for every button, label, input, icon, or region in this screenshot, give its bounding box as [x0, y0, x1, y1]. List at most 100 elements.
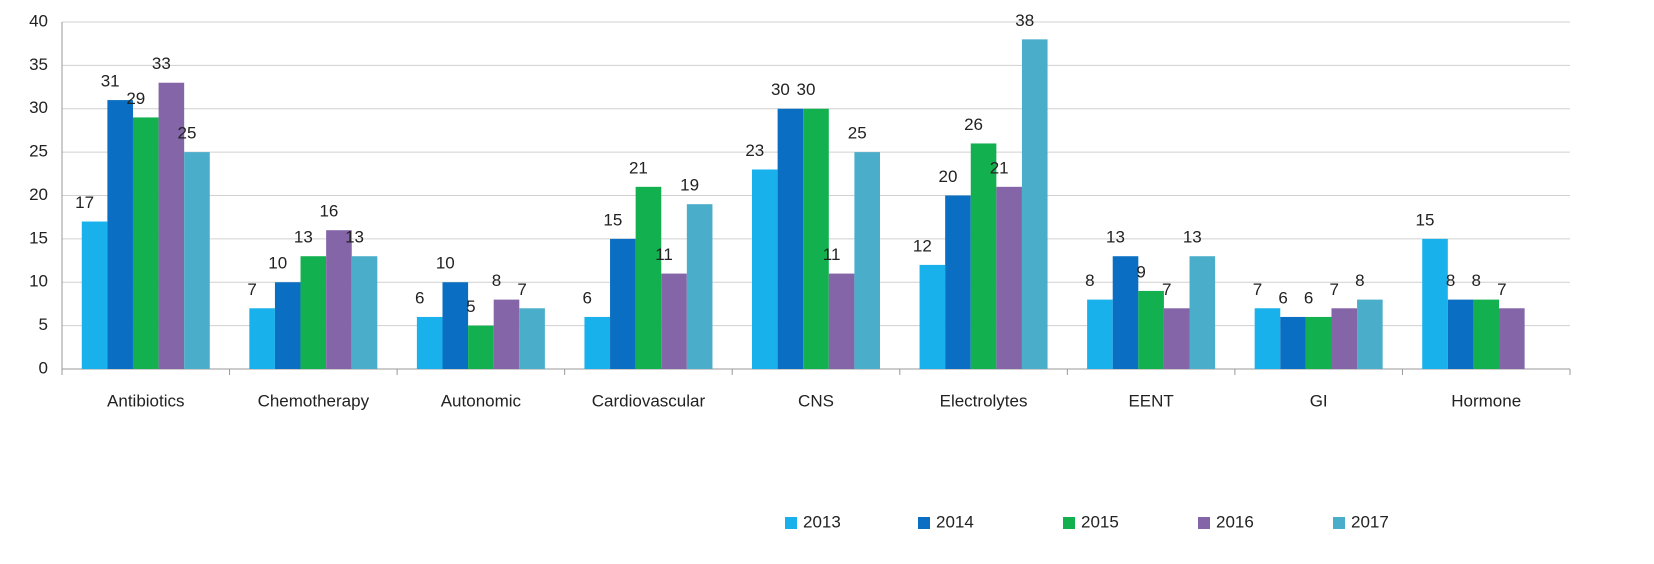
bar [249, 308, 275, 369]
bar [274, 282, 301, 369]
bar [351, 256, 378, 369]
data-label: 13 [1183, 228, 1202, 247]
x-tick-label: GI [1310, 391, 1328, 410]
bar [1357, 299, 1383, 369]
legend-swatch [918, 517, 930, 529]
bar [803, 108, 829, 369]
bar [661, 273, 687, 369]
bar [970, 143, 997, 369]
bar [1189, 256, 1216, 369]
bar [1163, 308, 1190, 369]
x-tick-label: EENT [1128, 391, 1173, 410]
data-label: 10 [268, 254, 287, 273]
data-label: 8 [1471, 271, 1480, 290]
x-tick-label: Chemotherapy [258, 391, 370, 410]
data-label: 6 [583, 288, 592, 307]
y-tick-label: 30 [29, 98, 48, 117]
bar [919, 264, 946, 369]
data-label: 13 [294, 228, 313, 247]
data-label: 7 [1162, 280, 1171, 299]
bar [1331, 308, 1358, 369]
data-label: 15 [1416, 210, 1435, 229]
data-label: 29 [126, 89, 145, 108]
bar [81, 221, 108, 369]
y-tick-label: 5 [39, 315, 48, 334]
data-label: 8 [1446, 271, 1455, 290]
data-label: 26 [964, 115, 983, 134]
y-tick-label: 40 [29, 11, 48, 30]
bar [416, 316, 443, 369]
legend-label: 2016 [1216, 512, 1254, 531]
bar [777, 108, 804, 369]
bar [519, 308, 545, 369]
bar [1499, 308, 1525, 369]
data-label: 19 [680, 176, 699, 195]
bar [635, 186, 662, 369]
x-tick-label: Antibiotics [107, 391, 184, 410]
data-label: 17 [75, 193, 94, 212]
bar [1447, 299, 1474, 369]
bar [300, 256, 327, 369]
x-tick-label: Hormone [1451, 391, 1521, 410]
bar [1112, 256, 1139, 369]
data-label: 9 [1136, 262, 1145, 281]
data-label: 11 [823, 245, 841, 264]
bar [1021, 39, 1048, 369]
bar [468, 325, 494, 369]
data-label: 8 [1355, 271, 1364, 290]
data-label: 31 [101, 72, 120, 91]
data-label: 30 [797, 80, 816, 99]
data-label: 6 [1304, 288, 1313, 307]
data-label: 5 [466, 297, 475, 316]
legend-swatch [1198, 517, 1210, 529]
data-label: 30 [771, 80, 790, 99]
data-label: 7 [1497, 280, 1506, 299]
bar [326, 230, 352, 369]
bar [184, 152, 210, 369]
y-tick-label: 10 [29, 272, 48, 291]
bar [107, 100, 133, 369]
data-label: 8 [1085, 271, 1094, 290]
data-label: 33 [152, 54, 171, 73]
data-label: 25 [178, 124, 197, 143]
bar [158, 82, 185, 369]
data-label: 7 [247, 280, 256, 299]
data-label: 11 [655, 245, 673, 264]
bar [1138, 290, 1164, 369]
data-label: 13 [345, 228, 364, 247]
bar [610, 238, 636, 369]
data-label: 21 [990, 158, 1009, 177]
legend-swatch [785, 517, 797, 529]
bar [132, 117, 159, 369]
data-label: 38 [1015, 11, 1034, 30]
bar [686, 204, 713, 369]
bar [1473, 299, 1500, 369]
legend-label: 2013 [803, 512, 841, 531]
data-label: 8 [492, 271, 501, 290]
bar [996, 186, 1022, 369]
bar [442, 282, 469, 369]
legend-label: 2014 [936, 512, 974, 531]
y-tick-label: 35 [29, 55, 48, 74]
x-tick-label: Autonomic [441, 391, 522, 410]
x-tick-label: CNS [798, 391, 834, 410]
bar [828, 273, 855, 369]
data-label: 12 [913, 236, 932, 255]
bar [854, 152, 880, 369]
legend-swatch [1333, 517, 1345, 529]
data-label: 7 [1253, 280, 1262, 299]
bar [1087, 299, 1113, 369]
y-tick-label: 0 [39, 358, 48, 377]
y-tick-label: 20 [29, 185, 48, 204]
data-label: 7 [517, 280, 526, 299]
data-label: 15 [603, 210, 622, 229]
data-label: 23 [745, 141, 764, 160]
bar [1422, 238, 1448, 369]
legend-swatch [1063, 517, 1075, 529]
data-label: 6 [1278, 288, 1287, 307]
data-label: 21 [629, 158, 648, 177]
data-label: 16 [319, 202, 338, 221]
y-tick-label: 25 [29, 142, 48, 161]
data-label: 7 [1330, 280, 1339, 299]
